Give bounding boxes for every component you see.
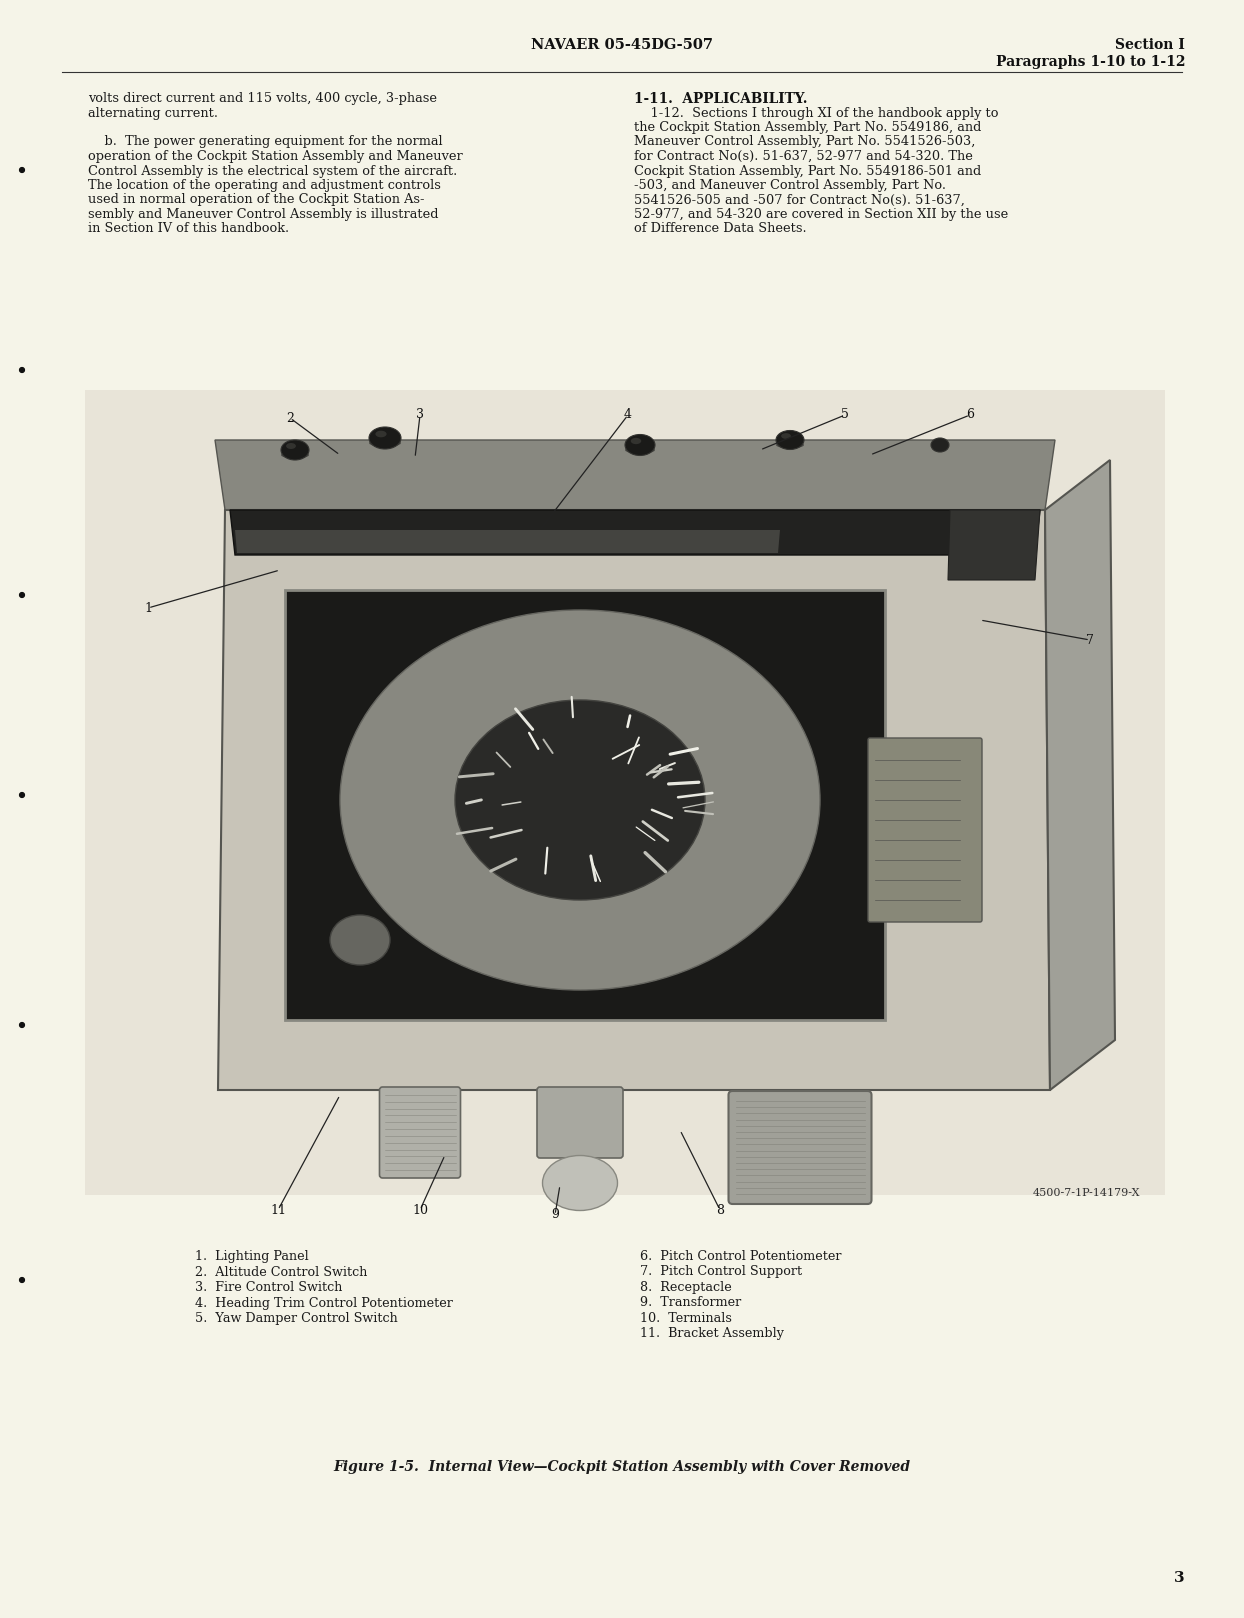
Polygon shape (218, 510, 1050, 1091)
Text: 10.  Terminals: 10. Terminals (639, 1312, 731, 1325)
Text: 9.  Transformer: 9. Transformer (639, 1296, 741, 1309)
Ellipse shape (776, 430, 804, 450)
Ellipse shape (330, 916, 391, 964)
Text: 3: 3 (415, 408, 424, 422)
Text: 5.  Yaw Damper Control Switch: 5. Yaw Damper Control Switch (195, 1312, 398, 1325)
Text: operation of the Cockpit Station Assembly and Maneuver: operation of the Cockpit Station Assembl… (88, 150, 463, 163)
Text: 3: 3 (1174, 1571, 1186, 1586)
Text: 52-977, and 54-320 are covered in Section XII by the use: 52-977, and 54-320 are covered in Sectio… (634, 209, 1008, 222)
Ellipse shape (369, 438, 401, 447)
Ellipse shape (376, 430, 387, 437)
Text: 4: 4 (624, 408, 632, 422)
Text: in Section IV of this handbook.: in Section IV of this handbook. (88, 223, 289, 236)
Ellipse shape (624, 447, 656, 453)
Ellipse shape (631, 438, 641, 445)
FancyBboxPatch shape (537, 1087, 623, 1158)
Polygon shape (1045, 460, 1115, 1091)
Text: 5541526-505 and -507 for Contract No(s). 51-637,: 5541526-505 and -507 for Contract No(s).… (634, 194, 965, 207)
FancyBboxPatch shape (379, 1087, 460, 1178)
Text: sembly and Maneuver Control Assembly is illustrated: sembly and Maneuver Control Assembly is … (88, 209, 438, 222)
Text: Figure 1-5.  Internal View—Cockpit Station Assembly with Cover Removed: Figure 1-5. Internal View—Cockpit Statio… (333, 1459, 911, 1474)
Text: alternating current.: alternating current. (88, 107, 218, 120)
Text: 11: 11 (270, 1204, 286, 1217)
Text: for Contract No(s). 51-637, 52-977 and 54-320. The: for Contract No(s). 51-637, 52-977 and 5… (634, 150, 973, 163)
Circle shape (20, 592, 25, 597)
Text: 1.  Lighting Panel: 1. Lighting Panel (195, 1251, 309, 1264)
Ellipse shape (340, 610, 820, 990)
Ellipse shape (369, 427, 401, 450)
Text: Cockpit Station Assembly, Part No. 5549186-501 and: Cockpit Station Assembly, Part No. 55491… (634, 165, 982, 178)
Text: 3.  Fire Control Switch: 3. Fire Control Switch (195, 1281, 342, 1294)
Circle shape (20, 793, 25, 798)
Text: NAVAER 05-45DG-507: NAVAER 05-45DG-507 (531, 37, 713, 52)
Text: 1: 1 (144, 602, 152, 615)
Ellipse shape (281, 451, 309, 458)
Text: 6.  Pitch Control Potentiometer: 6. Pitch Control Potentiometer (639, 1251, 841, 1264)
Text: 9: 9 (551, 1209, 559, 1222)
Text: The location of the operating and adjustment controls: The location of the operating and adjust… (88, 180, 440, 193)
Circle shape (20, 168, 25, 173)
Text: the Cockpit Station Assembly, Part No. 5549186, and: the Cockpit Station Assembly, Part No. 5… (634, 121, 982, 134)
Circle shape (20, 1023, 25, 1027)
Text: 8.  Receptacle: 8. Receptacle (639, 1281, 731, 1294)
Text: 10: 10 (412, 1204, 428, 1217)
Ellipse shape (281, 440, 309, 460)
Text: 6: 6 (967, 408, 974, 422)
Polygon shape (230, 510, 1040, 555)
Text: volts direct current and 115 volts, 400 cycle, 3-phase: volts direct current and 115 volts, 400 … (88, 92, 437, 105)
Text: 4500-7-1P-14179-X: 4500-7-1P-14179-X (1033, 1188, 1140, 1197)
Text: Paragraphs 1-10 to 1-12: Paragraphs 1-10 to 1-12 (995, 55, 1186, 70)
Text: 2: 2 (286, 411, 294, 424)
FancyBboxPatch shape (729, 1091, 872, 1204)
Text: 5: 5 (841, 408, 848, 422)
Text: 7: 7 (1086, 634, 1093, 647)
Text: 11.  Bracket Assembly: 11. Bracket Assembly (639, 1327, 784, 1340)
FancyBboxPatch shape (868, 738, 982, 922)
Ellipse shape (931, 438, 949, 451)
Text: -503, and Maneuver Control Assembly, Part No.: -503, and Maneuver Control Assembly, Par… (634, 180, 945, 193)
Text: 1-11.  APPLICABILITY.: 1-11. APPLICABILITY. (634, 92, 807, 107)
Ellipse shape (776, 442, 804, 448)
Ellipse shape (624, 435, 656, 456)
Text: 2.  Altitude Control Switch: 2. Altitude Control Switch (195, 1265, 367, 1278)
Text: 8: 8 (717, 1204, 724, 1217)
Text: Control Assembly is the electrical system of the aircraft.: Control Assembly is the electrical syste… (88, 165, 458, 178)
FancyBboxPatch shape (285, 591, 884, 1019)
Polygon shape (215, 440, 1055, 510)
Circle shape (20, 367, 25, 372)
Text: Section I: Section I (1115, 37, 1186, 52)
Polygon shape (235, 531, 780, 553)
Ellipse shape (455, 701, 705, 900)
Text: b.  The power generating equipment for the normal: b. The power generating equipment for th… (88, 136, 443, 149)
Text: Maneuver Control Assembly, Part No. 5541526-503,: Maneuver Control Assembly, Part No. 5541… (634, 136, 975, 149)
Text: 7.  Pitch Control Support: 7. Pitch Control Support (639, 1265, 802, 1278)
Polygon shape (948, 510, 1040, 579)
Text: 4.  Heading Trim Control Potentiometer: 4. Heading Trim Control Potentiometer (195, 1296, 453, 1309)
Text: of Difference Data Sheets.: of Difference Data Sheets. (634, 223, 806, 236)
FancyBboxPatch shape (85, 390, 1164, 1196)
Circle shape (20, 1278, 25, 1283)
Text: 1-12.  Sections I through XI of the handbook apply to: 1-12. Sections I through XI of the handb… (634, 107, 999, 120)
Ellipse shape (286, 443, 296, 450)
Ellipse shape (542, 1155, 617, 1210)
Text: used in normal operation of the Cockpit Station As-: used in normal operation of the Cockpit … (88, 194, 424, 207)
Ellipse shape (781, 434, 791, 438)
